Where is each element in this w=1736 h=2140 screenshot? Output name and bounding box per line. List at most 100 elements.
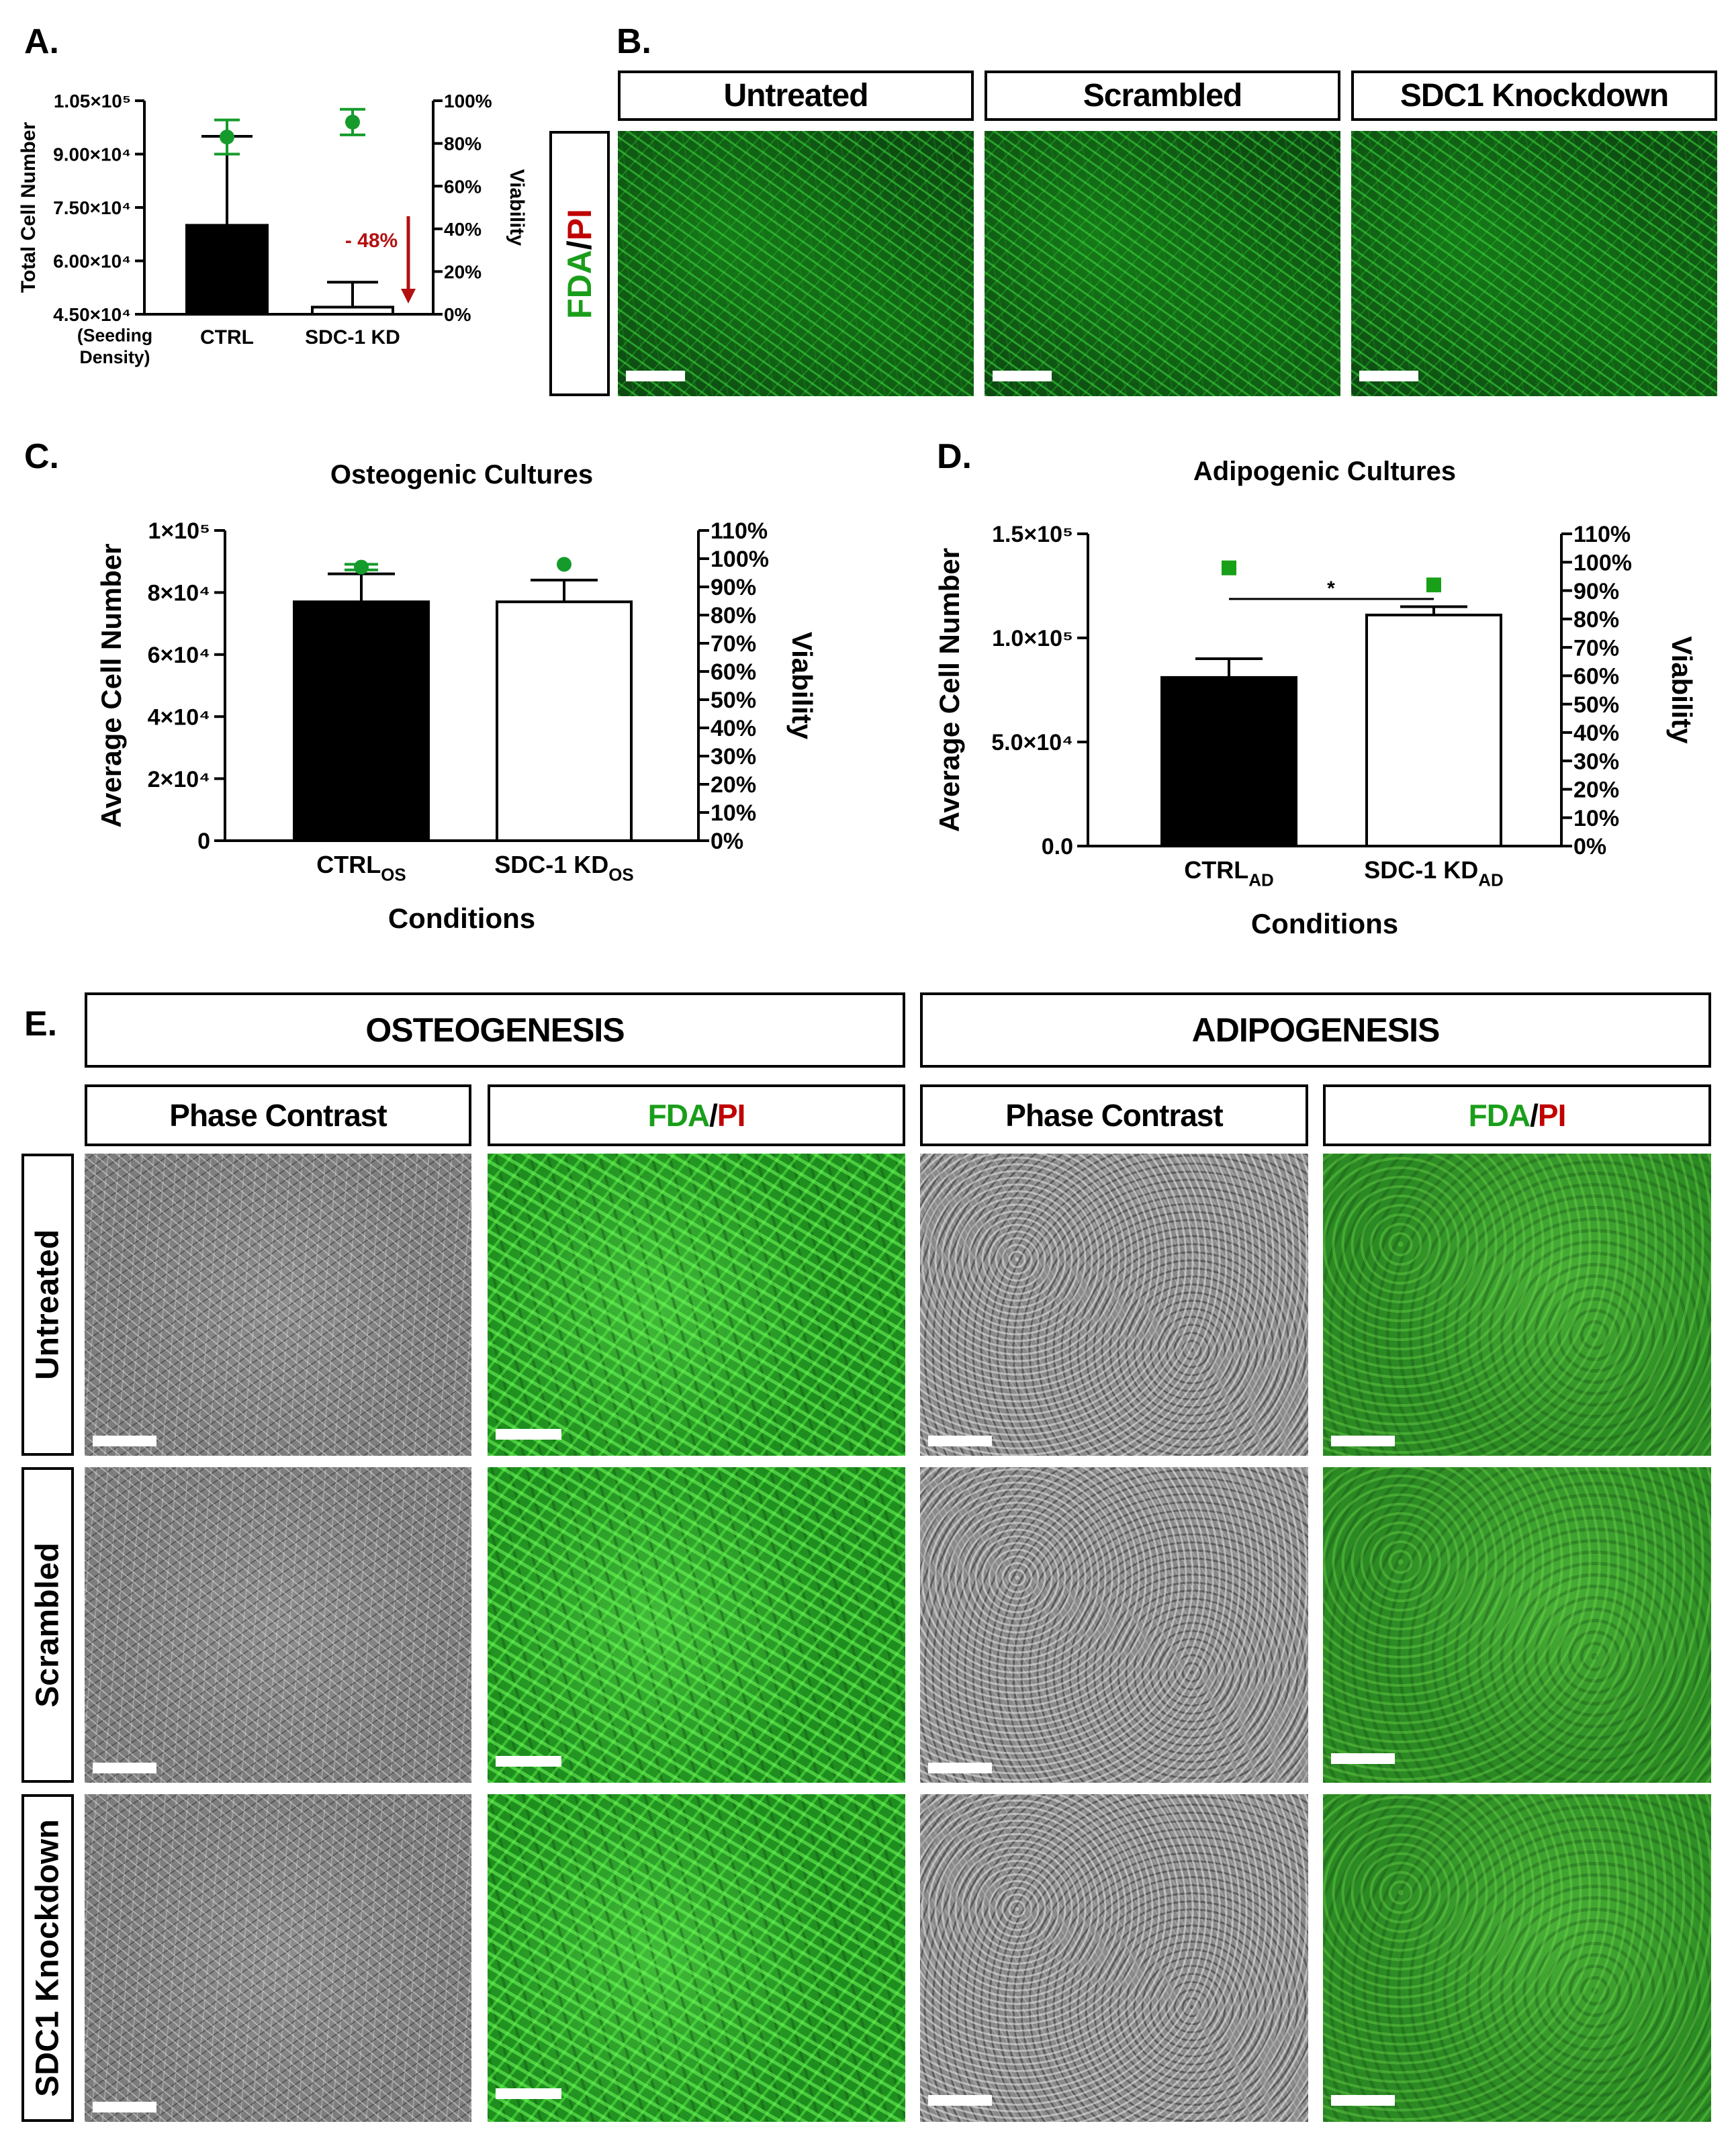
y-tick-label: 6×10⁴ (148, 643, 210, 668)
y-tick-label: 4×10⁴ (148, 704, 210, 730)
scale-bar (93, 2102, 156, 2112)
y-tick-label: 5.0×10⁴ (991, 730, 1073, 755)
viability-marker (1426, 577, 1441, 593)
y2-tick-label: 90% (711, 575, 756, 600)
category-label: CTRLOS (316, 851, 406, 885)
significance-marker: * (1327, 577, 1335, 600)
header-scrambled: Scrambled (985, 71, 1340, 121)
viability-marker (354, 559, 369, 575)
micrograph-e-knockdown-os-phase (85, 1794, 471, 2122)
y2-tick-label: 30% (711, 744, 756, 770)
stain-fda: FDA (1468, 1098, 1531, 1133)
y-tick-label: 8×10⁴ (148, 581, 210, 606)
scale-bar (496, 2088, 561, 2099)
y2-tick-label: 110% (1573, 522, 1631, 547)
y2-tick-label: 80% (711, 603, 756, 629)
micrograph-e-scrambled-ad-phase (920, 1467, 1308, 1783)
y2-tick-label: 100% (1573, 551, 1632, 576)
y2-tick-label: 40% (711, 716, 756, 741)
bar-sdc1-kd (496, 600, 633, 842)
micrograph-e-knockdown-ad-phase (920, 1794, 1308, 2122)
y-tick-sublabel: (Seeding (77, 326, 152, 346)
y2-tick-label: 100% (444, 91, 492, 111)
category-label: SDC-1 KD (305, 326, 400, 348)
bar-sdc1-kd (311, 306, 394, 316)
bar-ctrl (185, 224, 269, 316)
y2-tick-label: 90% (1573, 579, 1619, 604)
bar-ctrl (293, 600, 430, 842)
bar-sdc1-kd (1365, 613, 1502, 847)
y2-tick-label: 0% (711, 829, 743, 854)
micrograph-e-knockdown-os-fda (488, 1794, 905, 2122)
panel-label-d: D. (937, 437, 972, 476)
scale-bar (928, 1436, 992, 1446)
y2-tick-label: 100% (711, 547, 769, 572)
viability-marker (557, 557, 572, 572)
viability-marker (220, 130, 234, 145)
micrograph-e-untreated-ad-phase (920, 1154, 1308, 1456)
y2-tick-label: 50% (1573, 692, 1619, 718)
y-tick-sublabel: Density) (80, 347, 150, 367)
stain-label-b: FDA/PI (549, 131, 610, 396)
header-untreated: Untreated (618, 71, 974, 121)
stain-pi: PI (717, 1098, 745, 1133)
micrograph-e-untreated-os-phase (85, 1154, 471, 1456)
scale-bar (626, 371, 685, 381)
y-tick-label: 7.50×10⁴ (53, 197, 131, 218)
y-tick-label: 1×10⁵ (148, 518, 210, 544)
y2-axis-title: Viability (786, 632, 818, 740)
micrograph-e-untreated-ad-fda (1323, 1154, 1711, 1456)
stain-fda: FDA (647, 1098, 711, 1133)
micrograph-e-scrambled-os-fda (488, 1467, 905, 1783)
stain-separator: / (1530, 1098, 1539, 1133)
x-axis-title: Conditions (388, 902, 535, 934)
x-axis-title: Conditions (1251, 908, 1398, 939)
header-osteogenesis: OSTEOGENESIS (85, 992, 905, 1068)
micrograph-e-untreated-os-fda (488, 1154, 905, 1456)
panel-label-b: B. (616, 22, 651, 61)
y-tick-label: 1.0×10⁵ (992, 626, 1073, 651)
y2-tick-label: 80% (444, 134, 482, 154)
bar-ctrl (1160, 676, 1297, 847)
chart-title: Adipogenic Cultures (1193, 457, 1456, 486)
row-label-sdc1-knockdown: SDC1 Knockdown (21, 1794, 74, 2122)
y2-tick-label: 60% (444, 176, 482, 197)
chart-a: 4.50×10⁴ 6.00×10⁴ 7.50×10⁴ 9.00×10⁴ 1.05×10⁵… (17, 91, 528, 367)
y2-tick-label: 40% (1573, 720, 1619, 746)
row-label-untreated: Untreated (21, 1154, 74, 1456)
viability-marker (345, 114, 360, 130)
viability-marker (1222, 560, 1236, 575)
subheader-fda-pi-os: FDA / PI (488, 1084, 905, 1146)
micrograph-e-scrambled-os-phase (85, 1467, 471, 1783)
y2-tick-label: 10% (1573, 806, 1619, 831)
panel-label-a: A. (24, 22, 59, 61)
y-tick-label: 4.50×10⁴ (53, 304, 131, 325)
header-sdc1-knockdown: SDC1 Knockdown (1351, 71, 1717, 121)
y2-tick-label: 20% (711, 772, 756, 798)
scale-bar (496, 1429, 561, 1440)
stain-separator: / (709, 1098, 718, 1133)
scale-bar (928, 2095, 992, 2106)
chart-d: Adipogenic Cultures 0.0 5.0×10⁴ 1.0×10⁵ 1.5×… (933, 457, 1698, 939)
panel-label-c: C. (24, 437, 59, 476)
panel-label-e: E. (24, 1005, 58, 1043)
micrograph-e-knockdown-ad-fda (1323, 1794, 1711, 2122)
row-label-scrambled: Scrambled (21, 1467, 74, 1783)
category-label: SDC-1 KDAD (1364, 856, 1503, 890)
stain-pi: PI (1537, 1098, 1566, 1133)
y2-tick-label: 60% (711, 659, 756, 685)
y2-tick-label: 110% (711, 518, 768, 544)
scale-bar (993, 371, 1052, 381)
y2-tick-label: 70% (711, 631, 756, 657)
header-adipogenesis: ADIPOGENESIS (920, 992, 1711, 1068)
y-tick-label: 2×10⁴ (148, 767, 210, 792)
micrograph-b-knockdown (1351, 131, 1717, 396)
subheader-phase-contrast-os: Phase Contrast (85, 1084, 471, 1146)
stain-fda: FDA (561, 249, 598, 319)
y-axis-title: Average Cell Number (933, 548, 965, 832)
scale-bar (1359, 371, 1418, 381)
y2-axis-title: Viability (1666, 636, 1698, 744)
y2-axis-title: Viability (506, 169, 528, 246)
micrograph-b-untreated (618, 131, 974, 396)
y-axis-title: Average Cell Number (95, 543, 127, 827)
